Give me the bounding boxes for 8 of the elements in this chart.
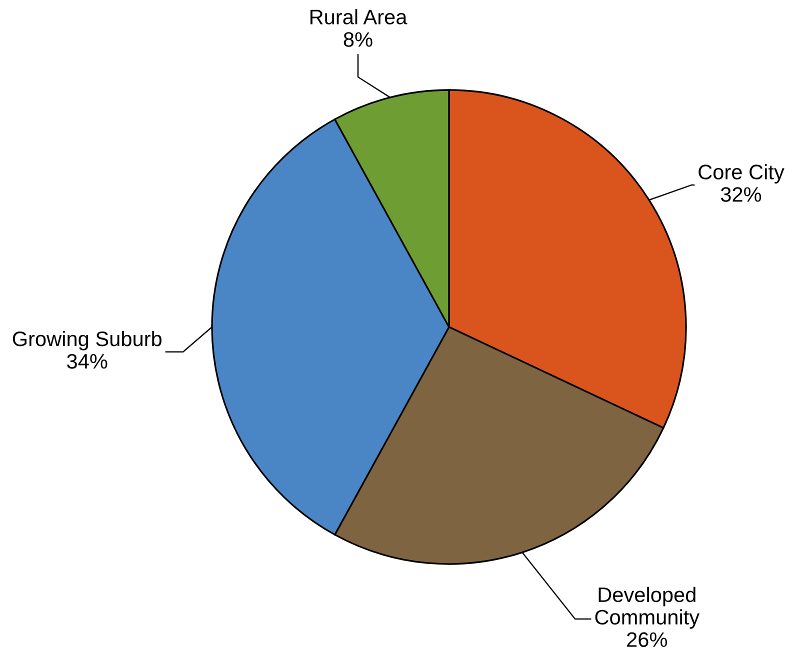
- data-label: 34%: [67, 354, 108, 369]
- slice-label: Developed Community: [595, 586, 700, 629]
- slice-label: Rural Area: [310, 9, 408, 24]
- slice-label: Core City: [698, 164, 784, 184]
- slice-label: Growing Suburb: [12, 330, 162, 350]
- data-label: 26%: [627, 632, 668, 648]
- data-label: 8%: [344, 32, 372, 47]
- data-label: 32%: [720, 187, 762, 202]
